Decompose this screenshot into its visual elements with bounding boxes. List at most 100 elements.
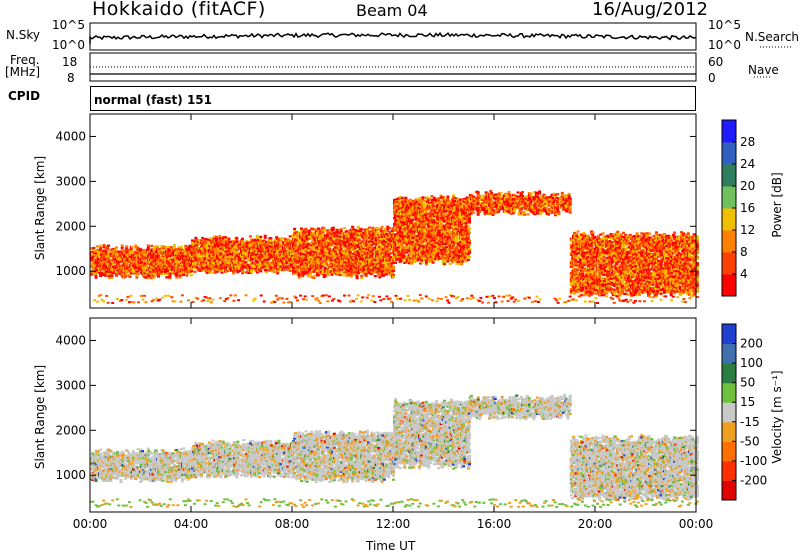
power-cell: [109, 254, 113, 258]
power-cell: [120, 246, 124, 249]
power-cell: [309, 273, 312, 276]
power-cell: [205, 265, 209, 268]
power-cell: [259, 235, 263, 238]
power-cell: [104, 270, 108, 273]
power-cell: [385, 273, 389, 276]
power-cell: [170, 266, 174, 269]
power-cell: [104, 274, 108, 277]
power-cell: [162, 253, 166, 256]
power-cell: [162, 245, 166, 248]
power-cell: [420, 259, 424, 262]
power-cell: [120, 248, 124, 251]
power-cell: [111, 263, 115, 266]
power-cell: [378, 276, 382, 279]
power-cell: [200, 239, 204, 242]
power-cell: [119, 258, 123, 261]
radar-title: Hokkaido (fitACF): [92, 0, 266, 20]
power-cell: [289, 263, 293, 266]
power-cell: [158, 259, 162, 262]
power-cell: [376, 226, 380, 229]
power-cell: [136, 248, 140, 251]
power-cell: [144, 274, 148, 277]
power-cell: [99, 272, 103, 275]
power-cell: [168, 277, 172, 280]
power-cell: [124, 255, 128, 258]
power-cell: [121, 264, 125, 267]
power-cell: [170, 268, 174, 271]
power-cell: [241, 272, 244, 275]
power-cell: [168, 256, 172, 259]
power-cell: [264, 271, 268, 274]
power-cell: [130, 254, 134, 257]
power-cell: [203, 258, 207, 262]
power-cell: [91, 268, 95, 271]
power-cell: [183, 256, 187, 260]
power-cell: [136, 272, 140, 276]
power-cell: [165, 268, 168, 271]
power-cell: [201, 236, 205, 240]
power-cell: [153, 249, 157, 252]
power-cell: [110, 272, 114, 275]
power-cell: [99, 248, 103, 251]
power-cell: [125, 269, 129, 272]
power-cell: [255, 237, 259, 240]
power-cell: [175, 274, 179, 277]
power-cell: [404, 261, 408, 264]
time-axis-label: Time UT: [366, 539, 416, 553]
power-cell: [140, 263, 143, 266]
power-cell: [113, 266, 117, 269]
power-cell: [103, 272, 107, 275]
power-cell: [175, 248, 179, 251]
nsky-label: N.Sky: [6, 28, 41, 42]
power-cell: [125, 263, 129, 266]
power-cell: [193, 270, 197, 273]
power-cell: [108, 260, 112, 263]
power-cell: [166, 276, 170, 279]
power-cell: [128, 269, 132, 272]
power-cell: [144, 252, 148, 255]
power-cell: [255, 234, 259, 238]
power-cell: [212, 235, 216, 238]
power-cell: [157, 249, 160, 252]
cpid-value: normal (fast) 151: [94, 93, 212, 107]
power-cell: [169, 246, 173, 249]
power-cell: [209, 237, 213, 240]
power-cell: [441, 259, 445, 262]
power-cell: [98, 271, 101, 274]
power-cell: [126, 248, 130, 251]
power-cell: [410, 234, 413, 237]
power-cell: [150, 256, 154, 259]
power-cell: [297, 276, 301, 279]
power-cell: [112, 262, 116, 265]
power-cell: [179, 251, 183, 255]
power-cell: [160, 267, 164, 270]
power-cell: [392, 269, 395, 272]
power-cell: [255, 271, 259, 274]
power-cell: [132, 270, 135, 273]
power-cell: [142, 248, 146, 252]
power-cell: [130, 266, 134, 269]
power-cell: [201, 240, 205, 244]
power-cell: [109, 252, 113, 256]
power-cell: [120, 274, 124, 278]
power-cell: [190, 270, 193, 273]
power-cell: [162, 255, 166, 258]
power-cell: [209, 259, 213, 262]
power-cell: [224, 238, 227, 241]
power-cell: [269, 237, 273, 240]
power-cell: [205, 247, 209, 250]
power-cell: [184, 244, 188, 248]
power-cell: [160, 273, 164, 276]
power-cell: [104, 264, 108, 267]
power-cell: [130, 250, 134, 253]
power-cell: [431, 261, 435, 264]
power-cell: [159, 264, 163, 267]
power-cell: [146, 254, 150, 257]
power-cell: [125, 245, 129, 248]
power-cell: [203, 256, 207, 260]
power-cell: [107, 244, 110, 247]
power-cell: [152, 268, 156, 271]
power-cell: [166, 256, 170, 259]
power-cell: [130, 246, 134, 249]
power-cell: [146, 272, 150, 276]
